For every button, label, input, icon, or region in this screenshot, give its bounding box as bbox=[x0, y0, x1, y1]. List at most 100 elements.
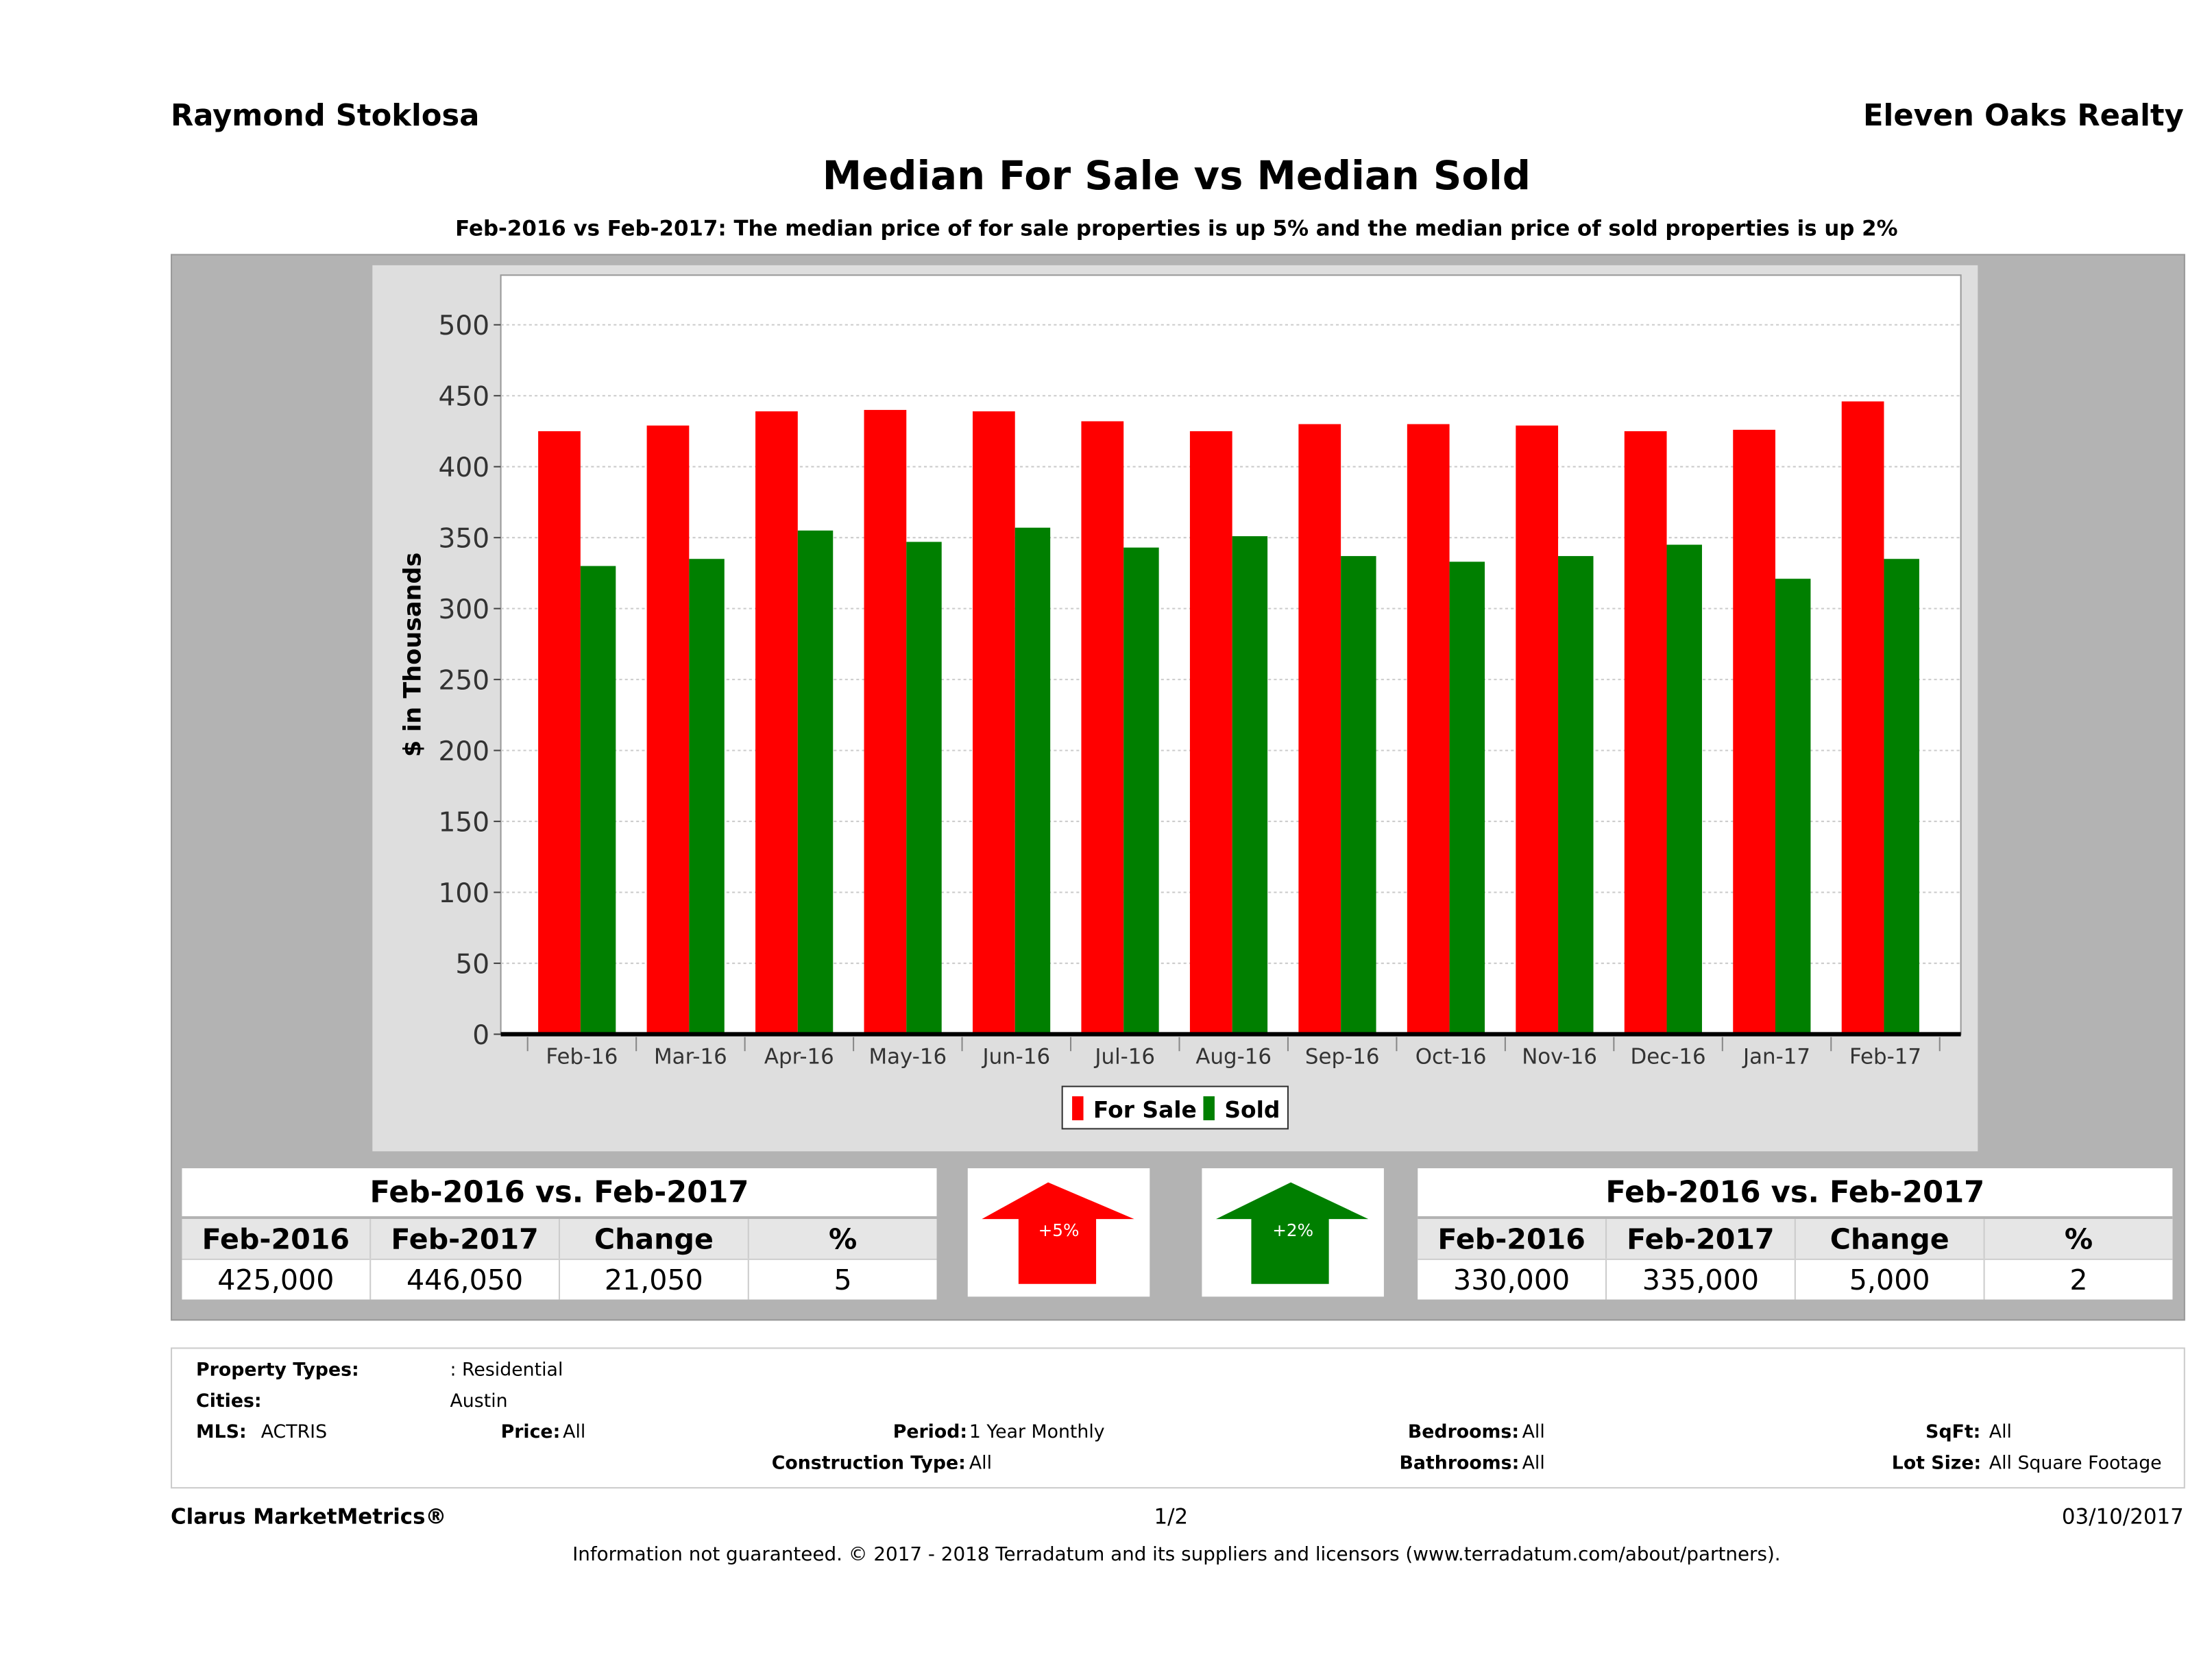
bar-for-sale bbox=[1081, 421, 1124, 1035]
bar-for-sale bbox=[646, 425, 690, 1035]
x-tick-label: May-16 bbox=[868, 1045, 947, 1070]
bar-sold bbox=[1123, 547, 1159, 1035]
y-tick-label: 350 bbox=[439, 524, 490, 555]
bar-chart: 0 50 100 150 200 250 300 350 400 450 500 $ in Thous… bbox=[399, 274, 1962, 1130]
construction-type-label: Construction Type: bbox=[771, 1453, 966, 1475]
bar-for-sale bbox=[864, 409, 907, 1035]
column-header: Feb-2016 bbox=[1418, 1219, 1607, 1259]
x-tick-label: Apr-16 bbox=[764, 1045, 834, 1070]
y-tick-label: 500 bbox=[439, 311, 490, 341]
bar-sold bbox=[1014, 527, 1051, 1035]
cities-label: Cities: bbox=[196, 1391, 262, 1413]
bar-for-sale bbox=[972, 411, 1015, 1035]
bar-for-sale bbox=[1407, 424, 1450, 1035]
x-tick-label: Jan-17 bbox=[1742, 1045, 1810, 1070]
cell: 330,000 bbox=[1418, 1259, 1607, 1300]
x-tick-label: Mar-16 bbox=[654, 1045, 727, 1070]
bar-sold bbox=[906, 542, 942, 1035]
bar-for-sale bbox=[1516, 425, 1559, 1035]
x-tick-label: Feb-16 bbox=[546, 1045, 618, 1070]
page-number: 1/2 bbox=[1154, 1503, 1189, 1530]
price-value: All bbox=[563, 1422, 586, 1444]
table-header-row: Feb-2016 Feb-2017 Change % bbox=[182, 1219, 937, 1259]
table-header-row: Feb-2016 Feb-2017 Change % bbox=[1418, 1219, 2173, 1259]
price-label: Price: bbox=[500, 1422, 561, 1444]
x-tick-label: Dec-16 bbox=[1631, 1045, 1706, 1070]
cell: 5 bbox=[834, 1262, 852, 1297]
chart-subtitle: Feb-2016 vs Feb-2017: The median price o… bbox=[455, 215, 1898, 241]
bathrooms-label: Bathrooms: bbox=[1399, 1453, 1520, 1475]
column-header: Feb-2017 bbox=[1607, 1219, 1796, 1259]
bar-for-sale bbox=[755, 411, 798, 1035]
mls-value: ACTRIS bbox=[260, 1422, 328, 1444]
x-tick-label: Feb-17 bbox=[1849, 1045, 1921, 1070]
sqft-value: All bbox=[1989, 1422, 2012, 1444]
arrow-label: +5% bbox=[1038, 1220, 1080, 1240]
y-tick-label: 400 bbox=[439, 452, 490, 483]
bar-sold bbox=[1232, 536, 1268, 1035]
legend-label-for-sale: For Sale bbox=[1093, 1096, 1197, 1123]
y-tick-label: 150 bbox=[439, 807, 490, 838]
column-header: % bbox=[829, 1222, 858, 1256]
cell: 335,000 bbox=[1607, 1259, 1796, 1300]
x-tick-label: Aug-16 bbox=[1195, 1045, 1272, 1070]
y-tick-label: 200 bbox=[439, 736, 490, 767]
y-tick-label: 450 bbox=[439, 382, 490, 413]
footer-brand: Clarus MarketMetrics® bbox=[171, 1503, 447, 1530]
for-sale-summary-table: Feb-2016 vs. Feb-2017 Feb-2016 Feb-2017 … bbox=[182, 1168, 937, 1300]
bar-sold bbox=[1666, 544, 1702, 1035]
x-tick-label: Jun-16 bbox=[981, 1045, 1050, 1070]
column-header: Change bbox=[560, 1219, 749, 1259]
arrow-label: +2% bbox=[1272, 1220, 1314, 1240]
y-tick-label: 100 bbox=[439, 878, 490, 909]
bar-sold bbox=[1558, 556, 1594, 1035]
bar-for-sale bbox=[538, 431, 581, 1035]
bar-sold bbox=[1341, 556, 1376, 1035]
x-tick-label: Oct-16 bbox=[1415, 1045, 1487, 1070]
cell: 446,050 bbox=[371, 1259, 561, 1300]
bar-sold bbox=[1775, 579, 1811, 1035]
y-tick-label: 50 bbox=[455, 949, 489, 980]
report-criteria: Property Types: : Residential Cities: Au… bbox=[171, 1347, 2185, 1489]
legend-label-sold: Sold bbox=[1224, 1096, 1280, 1123]
bar-for-sale bbox=[1624, 431, 1667, 1035]
column-header: Feb-2016 bbox=[182, 1219, 372, 1259]
sqft-label: SqFt: bbox=[1925, 1422, 1981, 1444]
sold-change-arrow: +2% bbox=[1202, 1168, 1384, 1297]
disclaimer: Information not guaranteed. © 2017 - 201… bbox=[572, 1543, 1781, 1567]
agent-name: Raymond Stoklosa bbox=[171, 99, 480, 133]
bar-sold bbox=[580, 566, 616, 1035]
period-value: 1 Year Monthly bbox=[969, 1422, 1105, 1444]
y-tick-label: 250 bbox=[439, 666, 490, 697]
sold-summary-table: Feb-2016 vs. Feb-2017 Feb-2016 Feb-2017 … bbox=[1418, 1168, 2173, 1300]
mls-label: MLS: bbox=[196, 1422, 247, 1444]
for-sale-change-arrow: +5% bbox=[967, 1168, 1150, 1297]
bar-sold bbox=[797, 530, 834, 1035]
construction-type-value: All bbox=[969, 1453, 993, 1475]
bar-for-sale bbox=[1298, 424, 1341, 1035]
company-name: Eleven Oaks Realty bbox=[1863, 99, 2184, 133]
cities-value: Austin bbox=[450, 1391, 508, 1413]
x-tick-label: Jul-16 bbox=[1093, 1045, 1155, 1070]
bathrooms-value: All bbox=[1522, 1453, 1545, 1475]
bar-sold bbox=[689, 559, 725, 1035]
bar-for-sale bbox=[1841, 401, 1884, 1035]
column-header: Change bbox=[1796, 1219, 1985, 1259]
cell: 2 bbox=[2069, 1262, 2088, 1297]
cell: 5,000 bbox=[1796, 1259, 1985, 1300]
lot-size-label: Lot Size: bbox=[1891, 1453, 1982, 1475]
up-arrow-icon bbox=[982, 1182, 1134, 1284]
bar-for-sale bbox=[1733, 429, 1775, 1035]
period-label: Period: bbox=[892, 1422, 968, 1444]
x-tick-label: Sep-16 bbox=[1305, 1045, 1380, 1070]
property-types-value: : Residential bbox=[450, 1360, 563, 1381]
y-tick-label: 300 bbox=[439, 594, 490, 625]
table-row: 425,000 446,050 21,050 5 bbox=[182, 1258, 937, 1300]
chart-title: Median For Sale vs Median Sold bbox=[822, 152, 1531, 200]
table-heading: Feb-2016 vs. Feb-2017 bbox=[1418, 1168, 2173, 1220]
property-types-label: Property Types: bbox=[196, 1360, 359, 1381]
bedrooms-value: All bbox=[1522, 1422, 1545, 1444]
y-tick-label: 0 bbox=[472, 1020, 489, 1051]
report-date: 03/10/2017 bbox=[2061, 1503, 2184, 1530]
